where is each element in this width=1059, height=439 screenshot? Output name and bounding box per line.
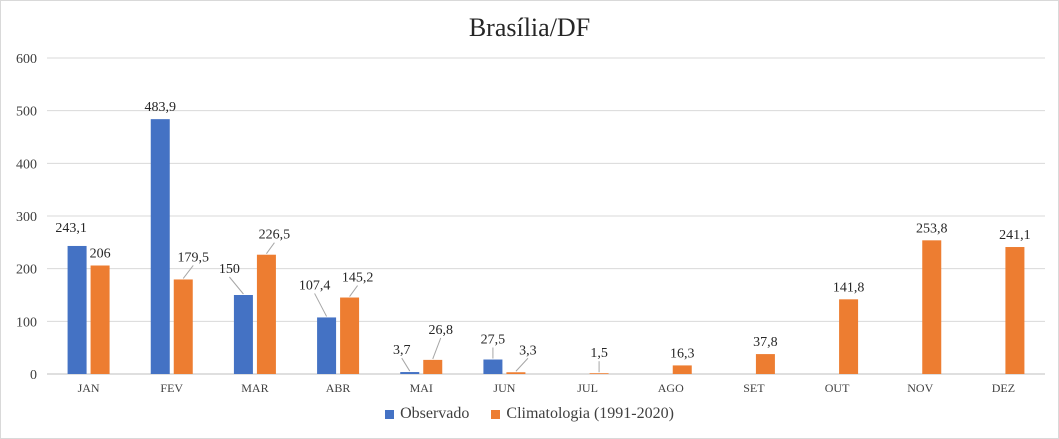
data-label-leader [182,265,194,279]
legend-swatch-climatologia [491,409,501,419]
chart-title: Brasília/DF [468,13,591,42]
bar-observado [67,245,87,374]
data-label-leader [432,337,442,360]
bar-climatologia [173,279,193,374]
x-tick-label: JUL [577,381,598,395]
x-tick-label: NOV [907,381,933,395]
data-label: 27,5 [481,333,506,348]
data-label: 26,8 [429,323,454,338]
data-label: 483,9 [145,100,177,115]
y-tick-label: 400 [16,157,37,172]
bar-observado [233,295,253,374]
bar-climatologia [340,297,360,374]
legend-label-climatologia: Climatologia (1991-2020) [506,405,674,422]
legend-item-climatologia: Climatologia (1991-2020) [491,405,674,423]
data-label-leader [314,293,328,317]
legend: Observado Climatologia (1991-2020) [1,405,1058,423]
data-label: 179,5 [178,250,210,265]
bar-observado [400,372,420,374]
data-label: 206 [90,247,111,262]
bar-climatologia [839,299,859,374]
data-label: 37,8 [753,335,778,350]
x-tick-label: JAN [78,381,100,395]
data-label: 3,3 [519,343,537,358]
data-label: 145,2 [342,271,374,286]
data-label: 243,1 [55,221,87,236]
bar-climatologia [922,240,942,374]
data-label: 150 [219,262,240,277]
y-tick-label: 600 [16,52,37,67]
bar-climatologia [90,265,110,374]
x-tick-label: FEV [160,381,183,395]
legend-label-observado: Observado [400,405,470,422]
y-tick-label: 500 [16,105,37,120]
data-label-leader [229,276,244,295]
x-tick-label: MAI [410,381,433,395]
data-label: 141,8 [833,280,865,295]
data-label: 1,5 [590,346,608,361]
data-label-leader [401,357,411,372]
bar-climatologia [672,365,692,374]
x-tick-label: SET [743,381,765,395]
x-tick-label: ABR [326,381,351,395]
bar-observado [150,119,170,375]
data-label-leader [515,357,529,372]
bar-chart: 0 100 200 300 400 500 600 JAN FEV MAR ABR MAI JUN JUL… [16,52,1045,395]
x-tick-label: OUT [825,381,850,395]
data-label: 253,8 [916,221,948,236]
legend-item-observado: Observado [385,405,469,423]
legend-swatch-observado [385,409,395,419]
y-tick-label: 100 [16,315,37,330]
bar-climatologia [589,373,609,375]
bar-climatologia [506,372,526,374]
bar-observado [483,359,503,374]
bar-climatologia [1005,247,1025,374]
data-label: 241,1 [999,228,1031,243]
y-tick-label: 300 [16,210,37,225]
bar-climatologia [423,359,443,374]
y-tick-label: 0 [30,368,37,383]
bar-climatologia [755,354,775,374]
y-tick-label: 200 [16,263,37,278]
data-label: 3,7 [393,343,411,358]
data-label: 16,3 [670,346,695,361]
bar-observado [317,317,337,374]
x-tick-label: AGO [658,381,684,395]
x-tick-label: JUN [493,381,515,395]
data-label-leader [266,242,275,255]
bar-climatologia [256,254,276,374]
x-tick-label: MAR [241,381,268,395]
data-label: 226,5 [259,228,291,243]
data-label-leader [349,285,358,297]
x-tick-label: DEZ [992,381,1015,395]
data-label: 107,4 [299,278,331,293]
